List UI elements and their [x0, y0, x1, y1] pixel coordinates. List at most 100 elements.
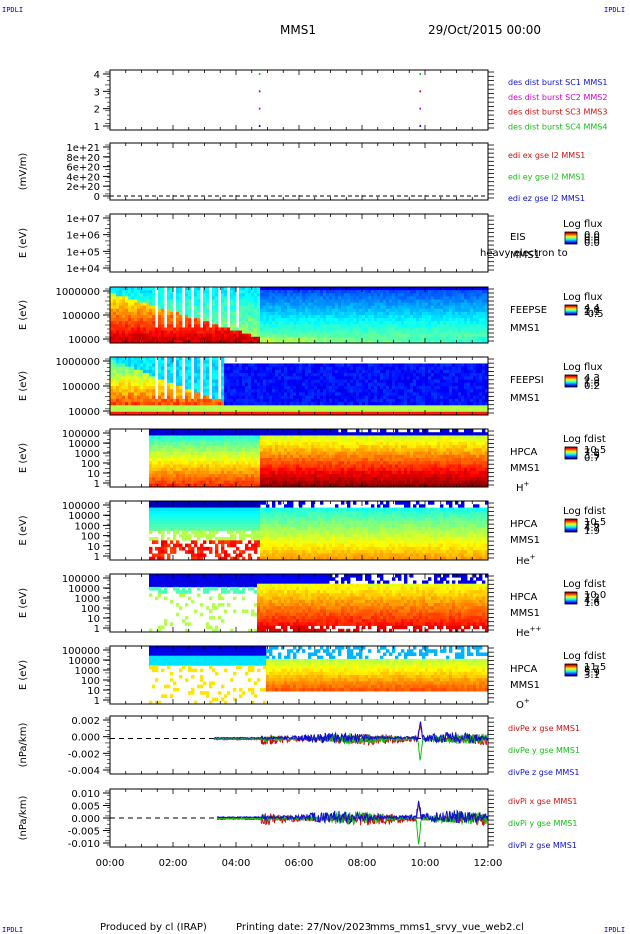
spectrogram-cell [224, 305, 228, 310]
spectrogram-cell [170, 432, 174, 436]
spectrogram-cell [128, 296, 132, 300]
spectrogram-cell [221, 360, 225, 364]
spectrogram-cell [152, 330, 156, 335]
spectrogram-cell [302, 398, 306, 403]
y-tick-label: 1e+05 [66, 247, 100, 258]
spectrogram-cell [476, 296, 480, 300]
spectrogram-cell [347, 395, 351, 400]
spectrogram-cell [203, 458, 207, 462]
spectrogram-cell [377, 373, 381, 377]
spectrogram-cell [182, 432, 186, 436]
spectrogram-cell [212, 327, 216, 331]
spectrogram-cell [161, 389, 165, 393]
spectrogram-cell [416, 369, 420, 374]
spectrogram-cell [485, 408, 489, 413]
spectrogram-cell [230, 318, 234, 322]
spectrogram-cell [467, 363, 471, 368]
spectrogram-cell [131, 369, 135, 374]
spectrogram-cell [233, 336, 237, 341]
spectrogram-cell [446, 324, 450, 328]
spectrogram-cell [203, 376, 207, 380]
spectrogram-cell [461, 287, 465, 291]
spectrogram-cell [173, 464, 177, 469]
spectrogram-cell [143, 302, 147, 307]
spectrogram-cell [119, 392, 123, 397]
spectrogram-cell [188, 432, 192, 436]
spectrogram-cell [197, 405, 201, 409]
spectrogram-cell [359, 315, 363, 319]
spectrogram-cell [170, 445, 174, 449]
spectrogram-cell [134, 395, 138, 400]
spectrogram-cell [347, 339, 351, 344]
spectrogram-cell [215, 386, 219, 390]
spectrogram-cell [125, 382, 129, 387]
spectrogram-cell [395, 324, 399, 328]
spectrogram-cell [164, 411, 168, 416]
spectrogram-cell [221, 311, 225, 316]
spectrogram-cell [473, 398, 477, 403]
spectrogram-cell [485, 369, 489, 374]
spectrogram-cell [335, 333, 339, 338]
spectrogram-cell [440, 296, 444, 300]
spectrogram-cell [227, 330, 231, 335]
spectrogram-cell [263, 382, 267, 387]
spectrogram-cell [272, 311, 276, 316]
spectrogram-cell [203, 395, 207, 400]
spectrogram-cell [374, 290, 378, 294]
spectrogram-cell [158, 480, 162, 485]
spectrogram-cell [428, 308, 432, 313]
spectrogram-cell [245, 315, 249, 319]
spectrogram-cell [425, 382, 429, 387]
spectrogram-cell [395, 287, 399, 291]
spectrogram-cell [320, 321, 324, 325]
spectrogram-cell [461, 302, 465, 307]
spectrogram-cell [437, 339, 441, 344]
spectrogram-cell [461, 339, 465, 344]
spectrogram-cell [266, 392, 270, 397]
spectrogram-cell [284, 308, 288, 313]
spectrogram-cell [167, 287, 171, 291]
spectrogram-cell [380, 321, 384, 325]
spectrogram-cell [452, 395, 456, 400]
spectrogram-cell [113, 321, 117, 325]
spectrogram-cell [245, 293, 249, 297]
spectrogram-cell [170, 357, 174, 361]
spectrogram-cell [236, 402, 240, 406]
spectrogram-cell [233, 376, 237, 380]
spectrogram-cell [413, 395, 417, 400]
spectrogram-cell [299, 308, 303, 313]
spectrogram-cell [206, 402, 210, 406]
spectrogram-cell [305, 389, 309, 393]
spectrogram-cell [305, 305, 309, 310]
spectrogram-cell [155, 330, 159, 335]
spectrogram-cell [431, 376, 435, 380]
spectrogram-cell [335, 308, 339, 313]
spectrogram-cell [326, 339, 330, 344]
spectrogram-cell [251, 333, 255, 338]
spectrogram-cell [434, 333, 438, 338]
spectrogram-cell [128, 299, 132, 303]
spectrogram-cell [203, 480, 207, 485]
spectrogram-cell [176, 357, 180, 361]
spectrogram-cell [317, 379, 321, 384]
spectrogram-cell [269, 296, 273, 300]
spectrogram-cell [473, 376, 477, 380]
spectrogram-cell [392, 290, 396, 294]
spectrogram-cell [197, 398, 201, 403]
spectrogram-cell [407, 305, 411, 310]
spectrogram-cell [401, 311, 405, 316]
spectrogram-cell [272, 379, 276, 384]
spectrogram-cell [374, 305, 378, 310]
spectrogram-cell [203, 318, 207, 322]
spectrogram-cell [215, 299, 219, 303]
spectrogram-cell [368, 363, 372, 368]
spectrogram-cell [431, 366, 435, 371]
spectrogram-cell [275, 411, 279, 416]
spectrogram-cell [296, 339, 300, 344]
spectrogram-cell [365, 398, 369, 403]
spectrogram-cell [299, 287, 303, 291]
spectrogram-cell [452, 382, 456, 387]
spectrogram-cell [416, 366, 420, 371]
spectrogram-cell [353, 311, 357, 316]
spectrogram-cell [185, 461, 189, 465]
